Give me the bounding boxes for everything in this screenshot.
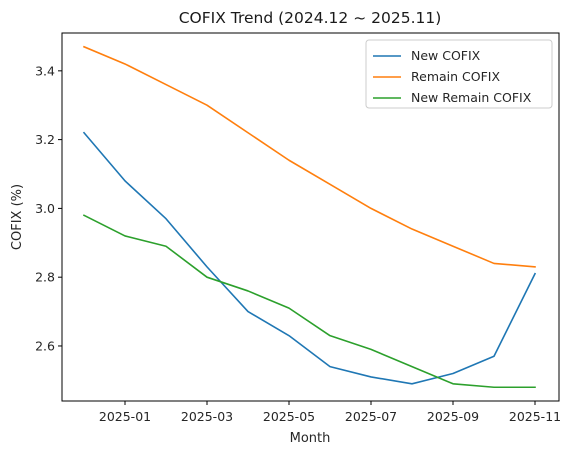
series-line: [82, 131, 537, 385]
legend: New COFIX Remain COFIX New Remain COFIX: [365, 39, 553, 109]
x-tick-label: 2025-09: [427, 409, 479, 424]
series-line: [82, 45, 536, 268]
x-tick-label: 2025-01: [99, 409, 151, 424]
y-axis: 2.6 2.8 3.0 3.2 3.4: [35, 63, 62, 353]
y-axis-title: COFIX (%): [10, 184, 25, 250]
legend-label: New COFIX: [411, 48, 481, 63]
x-tick-label: 2025-05: [263, 409, 315, 424]
x-axis-title: Month: [290, 431, 331, 446]
legend-label: Remain COFIX: [411, 69, 500, 84]
y-tick-label: 3.4: [35, 63, 55, 78]
x-tick-label: 2025-11: [509, 409, 561, 424]
series-line: [82, 214, 536, 389]
y-tick-label: 3.0: [35, 201, 55, 216]
x-tick-label: 2025-03: [181, 409, 233, 424]
x-tick-label: 2025-07: [345, 409, 397, 424]
plot-frame: [61, 32, 560, 402]
y-tick-label: 2.6: [35, 338, 55, 353]
chart-title: COFIX Trend (2024.12 ~ 2025.11): [179, 9, 442, 27]
legend-box: [365, 39, 553, 109]
y-tick-label: 3.2: [35, 132, 55, 147]
y-tick-label: 2.8: [35, 270, 55, 285]
legend-label: New Remain COFIX: [411, 90, 532, 105]
plot-area: [82, 45, 537, 389]
x-axis: 2025-01 2025-03 2025-05 2025-07 2025-09 2025-…: [99, 401, 561, 424]
